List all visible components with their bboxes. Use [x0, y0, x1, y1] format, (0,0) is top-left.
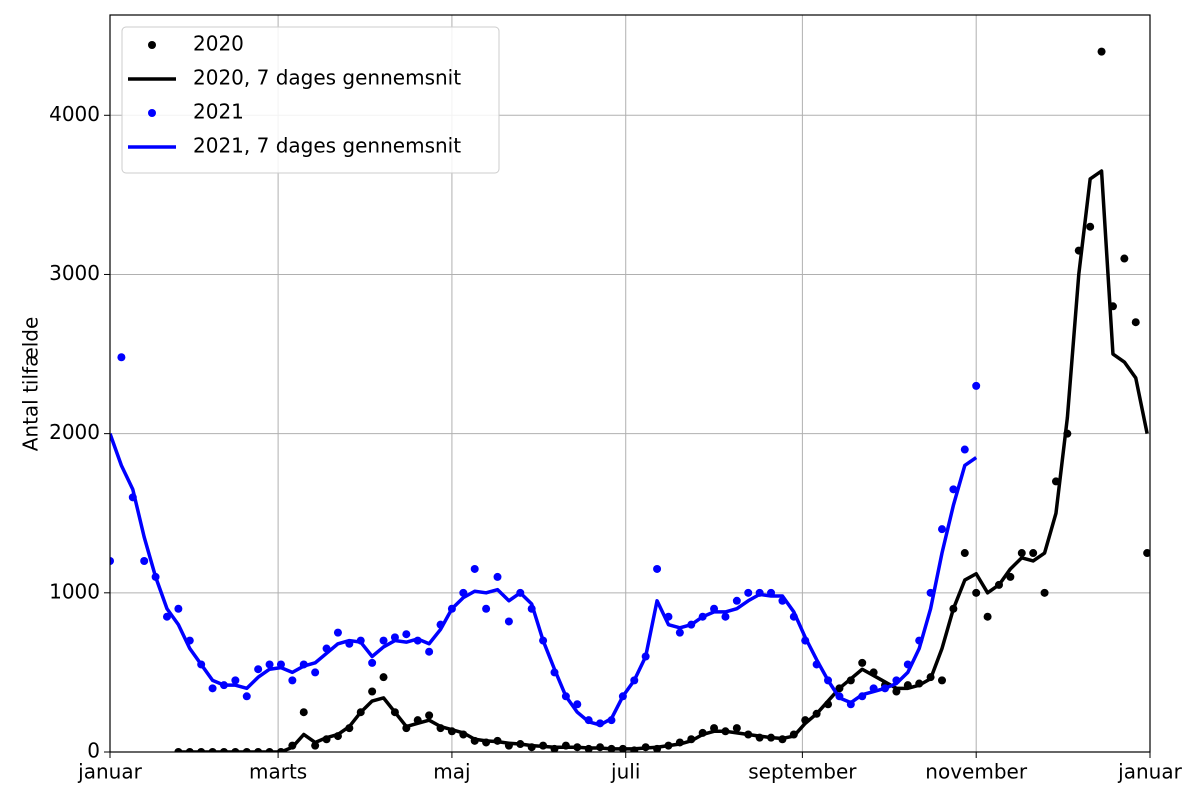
- data-point: [732, 724, 741, 733]
- data-point: [402, 630, 411, 639]
- data-point: [744, 588, 753, 597]
- data-point: [1029, 549, 1038, 558]
- data-point: [231, 676, 240, 685]
- legend-label: 2020, 7 dages gennemsnit: [193, 66, 461, 90]
- data-point: [379, 673, 388, 682]
- data-point: [425, 647, 434, 656]
- x-tick-label: november: [925, 760, 1028, 784]
- data-point: [675, 628, 684, 637]
- plot-frame: [109, 14, 1151, 753]
- data-point: [208, 684, 217, 693]
- data-point: [368, 687, 377, 696]
- data-point: [299, 708, 308, 717]
- y-tick-label: 2000: [49, 420, 100, 444]
- data-point: [140, 556, 149, 565]
- x-tick-label: september: [748, 760, 857, 784]
- data-point: [972, 381, 981, 390]
- data-point: [288, 676, 297, 685]
- data-point: [311, 668, 320, 677]
- data-point: [573, 700, 582, 709]
- x-tick-label: marts: [249, 760, 307, 784]
- data-point: [311, 741, 320, 750]
- data-point: [949, 485, 958, 494]
- data-point: [938, 525, 946, 534]
- data-point: [960, 549, 969, 558]
- data-point: [254, 665, 263, 674]
- data-point: [972, 588, 981, 597]
- data-point: [110, 556, 114, 565]
- data-point: [1006, 572, 1015, 581]
- data-point: [983, 612, 992, 621]
- data-point: [938, 676, 946, 685]
- data-point: [493, 572, 502, 581]
- y-tick-label: 3000: [49, 261, 100, 285]
- data-point: [960, 445, 969, 454]
- data-point: [721, 612, 730, 621]
- series-line: [110, 433, 978, 727]
- data-point: [368, 658, 377, 667]
- legend-marker: [148, 109, 156, 117]
- y-tick-label: 0: [87, 739, 100, 763]
- data-point: [504, 617, 513, 626]
- data-point: [117, 353, 126, 362]
- x-tick-label: januar: [77, 760, 142, 784]
- data-point: [1086, 222, 1095, 231]
- data-point: [265, 660, 274, 669]
- x-tick-label: maj: [433, 760, 470, 784]
- data-point: [242, 692, 251, 701]
- data-point: [653, 564, 662, 573]
- data-point: [732, 596, 741, 605]
- y-tick-label: 1000: [49, 579, 100, 603]
- legend-marker: [148, 41, 156, 49]
- y-axis-label: Antal tilfælde: [19, 317, 43, 452]
- data-point: [174, 604, 183, 613]
- data-point: [1017, 549, 1026, 558]
- data-point: [425, 711, 434, 720]
- data-point: [1120, 254, 1129, 263]
- plot-area: [110, 47, 1150, 752]
- y-tick-label: 4000: [49, 102, 100, 126]
- legend-label: 2021, 7 dages gennemsnit: [193, 134, 461, 158]
- data-point: [162, 612, 171, 621]
- data-point: [1097, 47, 1106, 56]
- data-point: [1143, 549, 1150, 558]
- data-point: [470, 564, 479, 573]
- x-tick-label: juli: [610, 760, 640, 784]
- legend-label: 2020: [193, 32, 244, 56]
- data-point: [1040, 588, 1049, 597]
- data-point: [333, 628, 342, 637]
- legend-box: [121, 26, 500, 174]
- data-point: [482, 604, 491, 613]
- data-point: [379, 636, 388, 645]
- data-point: [1131, 318, 1140, 327]
- x-tick-label: januar: [1117, 760, 1182, 784]
- series-line: [178, 169, 1149, 752]
- data-point: [858, 658, 867, 667]
- legend-label: 2021: [193, 100, 244, 124]
